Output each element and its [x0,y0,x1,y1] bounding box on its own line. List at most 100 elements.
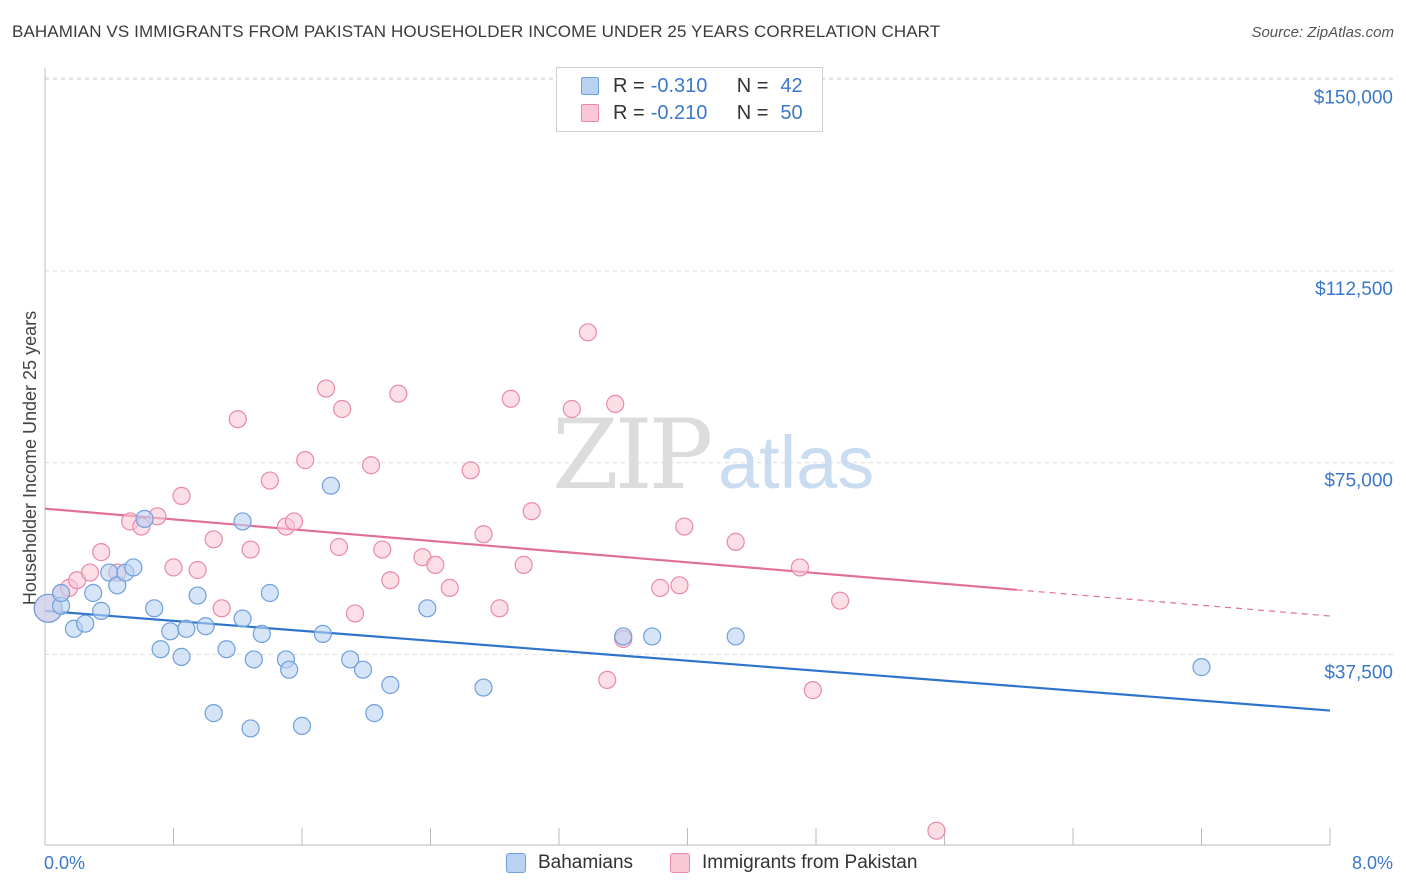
data-point-bahamians [204,704,223,723]
data-point-bahamians [726,627,745,646]
data-point-bahamians [643,627,662,646]
data-point-pakistan [670,576,689,595]
data-point-bahamians [341,650,360,669]
data-point-bahamians [614,627,633,646]
data-point-pakistan [426,555,445,574]
data-point-pakistan [333,399,352,419]
data-point-pakistan [651,578,670,597]
data-point-pakistan [284,512,304,531]
data-point-bahamians [217,640,236,659]
series-bahamians-points [33,476,1211,738]
data-point-pakistan [790,558,810,577]
data-point-pakistan [204,530,223,549]
data-point-pakistan [389,384,408,403]
y-tick-label: $75,000 [1324,471,1393,492]
data-point-bahamians [260,583,279,603]
data-point-bahamians [196,617,215,636]
data-point-bahamians [321,476,341,495]
gridlines [45,77,1395,655]
y-tick-label: $150,000 [1314,87,1393,108]
data-point-pakistan [578,323,598,342]
data-point-bahamians [92,601,111,620]
x-tick-label: 0.0% [44,853,85,873]
data-point-bahamians [252,624,271,643]
data-point-pakistan [474,525,493,544]
data-point-pakistan [598,670,617,689]
trend-line-pakistan [44,507,1017,591]
watermark-zip: ZIP [552,399,711,511]
data-point-pakistan [675,517,694,536]
data-point-pakistan [164,558,183,577]
data-point-bahamians [188,586,207,605]
data-point-bahamians [124,558,143,577]
data-point-pakistan [92,543,111,562]
legend-swatch-bahamians [581,77,599,95]
x-tick-label: 8.0% [1352,853,1393,873]
legend-row-pakistan: R = -0.210 N = 50 [581,100,803,126]
data-point-pakistan [440,578,459,597]
trend-lines [44,507,1331,712]
legend-item-pakistan[interactable]: Immigrants from Pakistan [670,852,917,874]
data-point-pakistan [803,681,822,700]
data-point-pakistan [461,461,480,480]
data-point-pakistan [316,379,336,398]
data-point-bahamians [51,583,71,603]
data-point-bahamians [233,609,252,628]
data-point-pakistan [927,821,946,840]
legend-label-pakistan: Immigrants from Pakistan [702,852,918,873]
data-point-pakistan [562,399,581,419]
data-point-pakistan [296,451,315,470]
data-point-bahamians [313,624,332,643]
data-point-pakistan [726,532,745,551]
legend-row-bahamians: R = -0.310 N = 42 [581,73,803,99]
data-point-pakistan [345,604,365,623]
data-point-pakistan [606,394,625,413]
legend-r-value: -0.310 [650,74,708,97]
chart-source: Source: ZipAtlas.com [1251,24,1394,41]
watermark-atlas: atlas [718,421,874,504]
axes [44,68,1331,846]
data-point-pakistan [373,540,392,559]
data-point-bahamians [151,640,170,659]
y-tick-label: $37,500 [1324,662,1393,683]
data-point-pakistan [490,599,509,618]
legend-item-bahamians[interactable]: Bahamians [506,852,633,874]
data-point-bahamians [353,660,373,679]
y-tick-label: $112,500 [1315,279,1393,300]
legend-r-value: -0.210 [650,101,708,124]
data-point-bahamians [280,660,299,679]
data-point-bahamians [233,512,252,531]
data-point-pakistan [329,537,349,557]
legend-n-value: 42 [780,74,803,97]
data-point-pakistan [514,555,533,574]
correlation-legend: R = -0.310 N = 42 R = -0.210 N = 50 [556,67,823,132]
legend-swatch-pakistan [670,853,690,873]
legend-n-value: 50 [780,101,803,124]
data-point-pakistan [172,486,191,505]
data-point-pakistan [188,560,207,580]
legend-label-bahamians: Bahamians [538,852,634,873]
data-point-bahamians [244,650,263,669]
legend-r-label: R = [613,101,645,124]
watermark: ZIP atlas [552,399,874,511]
data-point-pakistan [212,599,231,618]
legend-swatch-bahamians [506,853,526,873]
data-point-bahamians [474,678,493,697]
legend-n-label: N = [736,101,769,124]
legend-r-label: R = [613,74,645,97]
y-tick-labels: $37,500 $75,000 $112,500 $150,000 [1314,87,1393,683]
series-pakistan-points [33,323,946,840]
data-point-bahamians [161,622,180,641]
data-point-pakistan [260,471,279,490]
data-point-bahamians [418,599,437,618]
data-point-pakistan [80,563,100,582]
data-point-bahamians [84,583,103,603]
legend-swatch-pakistan [581,104,599,122]
data-point-bahamians [145,599,164,618]
data-point-pakistan [830,591,850,610]
x-tick-labels: 0.0% 8.0% [44,853,1393,873]
data-point-bahamians [172,647,191,666]
legend-n-label: N = [736,74,769,97]
series-legend: Bahamians Immigrants from Pakistan [0,852,1406,878]
